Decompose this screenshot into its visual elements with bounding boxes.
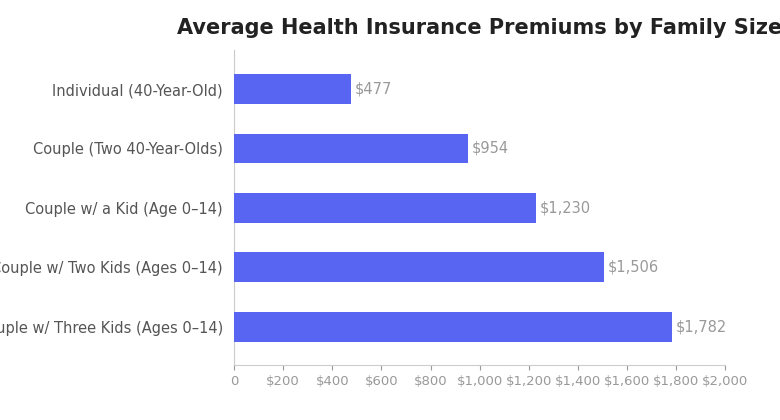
Bar [234, 252, 604, 282]
Bar [234, 134, 469, 163]
Text: $1,782: $1,782 [675, 319, 727, 334]
Text: $1,506: $1,506 [608, 260, 659, 275]
Bar [234, 312, 672, 341]
Bar [234, 74, 351, 104]
Text: $954: $954 [472, 141, 509, 156]
Text: $477: $477 [355, 81, 392, 97]
Text: $1,230: $1,230 [540, 200, 591, 215]
Title: Average Health Insurance Premiums by Family Size: Average Health Insurance Premiums by Fam… [177, 18, 780, 38]
Bar [234, 193, 536, 223]
